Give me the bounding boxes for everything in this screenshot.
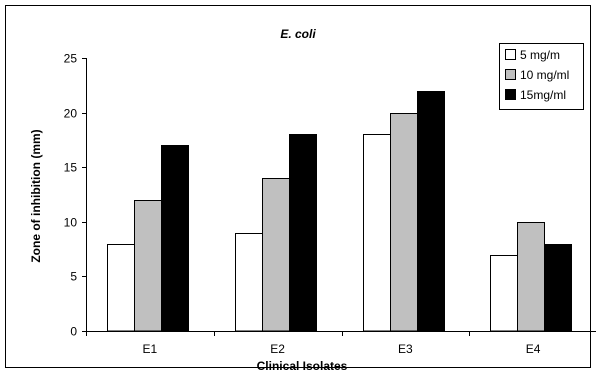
y-tick-label: 15 xyxy=(64,161,78,175)
y-tick-label: 5 xyxy=(70,270,77,284)
bar-e3-series-1 xyxy=(363,134,391,332)
legend-swatch xyxy=(505,89,516,100)
y-axis-ticks: 0 5 10 15 20 25 xyxy=(64,52,86,339)
x-tick-label: E2 xyxy=(270,342,285,356)
bar-e2-series-1 xyxy=(235,233,263,332)
chart-title: E. coli xyxy=(280,27,316,41)
x-axis-ticks: E1 E2 E3 E4 xyxy=(86,331,541,356)
bars xyxy=(107,91,572,332)
bar-e4-series-1 xyxy=(490,255,518,332)
bar-e4-series-3 xyxy=(544,244,572,332)
legend-swatch xyxy=(505,69,516,80)
x-tick-label: E1 xyxy=(143,342,158,356)
bar-e2-series-2 xyxy=(262,178,290,332)
y-axis-label: Zone of inhibition (mm) xyxy=(29,129,43,262)
y-tick-label: 10 xyxy=(64,216,78,230)
x-tick-label: E4 xyxy=(526,342,541,356)
bar-e1-series-1 xyxy=(107,244,135,332)
bar-e3-series-2 xyxy=(390,113,418,332)
legend-label: 5 mg/m xyxy=(520,48,560,62)
y-tick-label: 25 xyxy=(64,52,78,66)
legend-label: 10 mg/ml xyxy=(520,68,569,82)
legend-swatch xyxy=(505,49,516,60)
y-tick-label: 0 xyxy=(70,325,77,339)
legend-label: 15mg/ml xyxy=(520,88,566,102)
y-tick-label: 20 xyxy=(64,107,78,121)
bar-e1-series-2 xyxy=(134,200,162,332)
bar-e4-series-2 xyxy=(517,222,545,332)
legend: 5 mg/m 10 mg/ml 15mg/ml xyxy=(499,43,584,110)
x-axis-label: Clinical Isolates xyxy=(257,359,348,373)
bar-e2-series-3 xyxy=(289,134,317,332)
bar-e1-series-3 xyxy=(161,145,189,332)
bar-e3-series-3 xyxy=(417,91,445,332)
x-tick-label: E3 xyxy=(398,342,413,356)
